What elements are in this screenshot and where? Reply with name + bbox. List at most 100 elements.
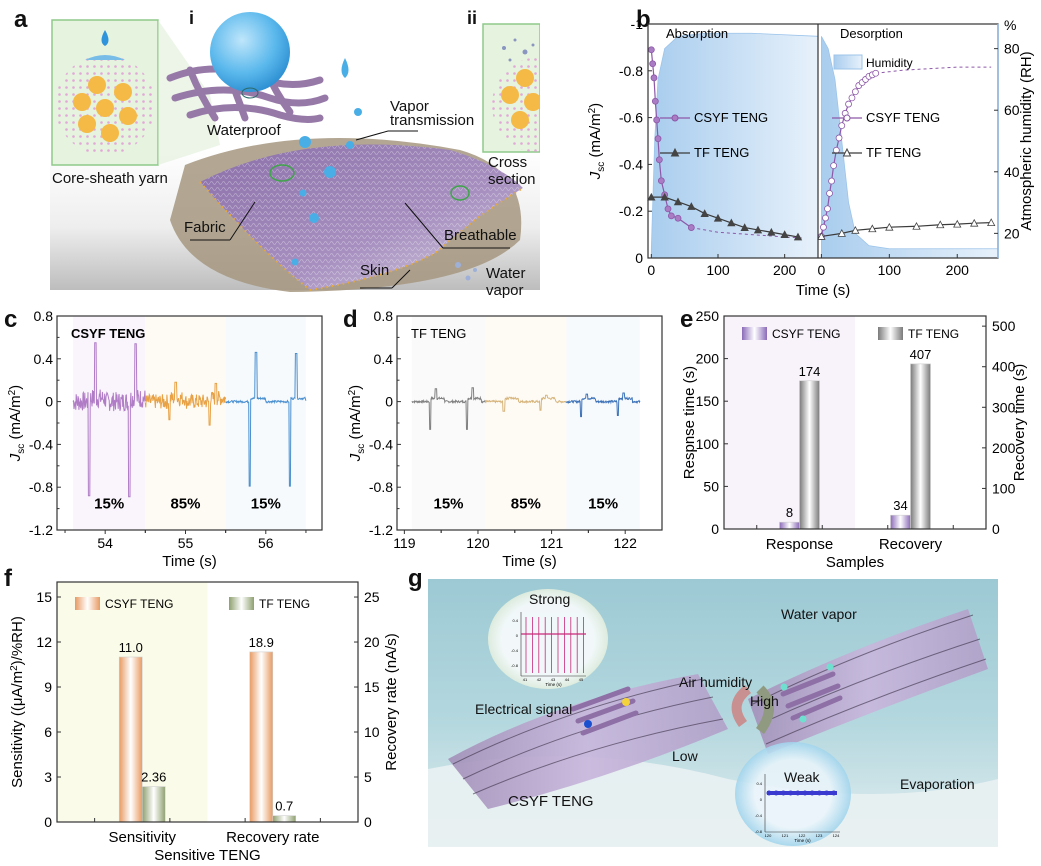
data-point (767, 227, 776, 236)
legend-humidity-swatch (833, 54, 863, 70)
y-right-tick-label: 15 (364, 679, 380, 695)
y-right-tick-label: 80 (1004, 41, 1020, 57)
y-tick-label: 150 (696, 393, 720, 409)
y-axis-label-left: Respnse time (s) (681, 366, 698, 479)
y-axis-label: Jsc (mA/m2) (7, 385, 27, 462)
y-right-tick-label: 200 (992, 440, 1016, 456)
legend-marker (843, 114, 851, 122)
y-tick-label: -0.4 (369, 436, 393, 452)
bar-tf-teng-response (799, 380, 820, 530)
label-cross-section: Cross section (488, 154, 536, 188)
y-axis-label-right: Recovery time (s) (1011, 364, 1028, 482)
data-point (674, 214, 682, 222)
y-axis-label-left: Sensitivity ((μA/m2)/%RH) (9, 616, 26, 788)
data-point (687, 202, 696, 210)
panel-a-letter: a (14, 6, 28, 33)
data-point (970, 218, 979, 227)
legend-label: TF TENG (866, 145, 921, 160)
legend-label: TF TENG (694, 145, 749, 160)
segment-bg (145, 316, 226, 530)
sub-label-i: i (189, 8, 195, 28)
data-point (824, 205, 831, 213)
legend-marker (671, 114, 679, 122)
y-axis-label-left: Jsc (mA/m2) (587, 103, 607, 180)
inset-xtick: 124 (833, 833, 840, 838)
data-point (822, 214, 829, 222)
y-axis-label: Jsc (mA/m2) (347, 385, 367, 462)
y-tick-label: 0 (635, 250, 643, 266)
x-tick-label: 100 (878, 262, 902, 278)
label-air-humidity: Air humidity (679, 674, 753, 690)
y-tick-label: 3 (44, 769, 52, 785)
data-point (793, 232, 803, 241)
legend-label: TF TENG (259, 597, 310, 611)
water-droplet-ball (210, 12, 290, 92)
y-right-tick-label: 20 (364, 634, 380, 650)
y-tick-label: 6 (44, 724, 52, 740)
x-tick-label: 122 (614, 535, 638, 551)
inset-ytick: -0.4 (511, 648, 519, 653)
bar-csyf-teng-recovery-rate (249, 651, 274, 823)
y-tick-label: 0.8 (34, 308, 54, 324)
arrow-down-icon (755, 685, 774, 734)
legend-marker (842, 147, 852, 157)
y-tick-label: 9 (44, 679, 52, 695)
x-tick-label: 0 (647, 262, 655, 278)
data-point (912, 221, 921, 230)
y-right-tick-label: 20 (1004, 225, 1020, 241)
y-tick-label: -0.4 (29, 436, 53, 452)
data-point (654, 135, 662, 143)
inset-xtick: 121 (782, 833, 789, 838)
x-tick-label: 0 (817, 262, 825, 278)
y-tick-label: -0.6 (619, 110, 643, 126)
data-label: 174 (799, 364, 821, 379)
y-tick-label: 0 (385, 394, 393, 410)
plot-frame (723, 315, 987, 530)
inset-ytick: 0 (516, 633, 519, 638)
label-skin: Skin (360, 262, 390, 279)
y-tick-label: 0.8 (374, 308, 394, 324)
data-point (953, 219, 962, 228)
data-point (868, 224, 877, 233)
chart-title: TF TENG (411, 326, 466, 341)
fit-dashed-line (875, 66, 992, 74)
y-tick-label: -1.2 (29, 522, 53, 538)
humidity-label: 15% (588, 496, 618, 513)
panel-d-letter: d (343, 306, 358, 333)
y-right-tick-label: 10 (364, 724, 380, 740)
bg-left-half (724, 316, 855, 529)
data-label: 2.36 (141, 770, 166, 785)
humidity-label: 15% (434, 496, 464, 513)
y-tick-label: -1.2 (369, 522, 393, 538)
inset-weak-peak (773, 790, 779, 796)
bar-tf-teng-sensitivity (141, 786, 166, 823)
humidity-label: 15% (94, 496, 124, 513)
segment-bg (73, 316, 146, 530)
humidity-label: 15% (251, 496, 281, 513)
data-point (667, 212, 675, 220)
inset-xtick: 45 (579, 677, 584, 682)
humidity-label: 85% (511, 496, 541, 513)
legend-swatch (75, 597, 100, 610)
signal-trace-3 (565, 392, 641, 418)
label-breathable: Breathable (444, 227, 517, 244)
data-point (660, 192, 669, 201)
inset-weak-peak (809, 790, 815, 796)
x-axis-label: Time (s) (796, 282, 850, 299)
x-tick-label: 56 (258, 535, 274, 551)
panel-e-letter: e (680, 306, 694, 333)
bar-csyf-teng-recovery (890, 514, 911, 530)
y-axis-label-right: Recovery rate (nA/s) (383, 633, 400, 771)
inset-weak-peak (766, 790, 772, 796)
data-point (826, 189, 833, 197)
x-axis-label: Time (s) (502, 553, 556, 570)
x-tick-label: 120 (466, 535, 490, 551)
signal-trace-2 (484, 394, 567, 412)
inset-weak-peak (802, 790, 808, 796)
section-title-absorption: Absorption (666, 26, 728, 41)
panel-g-illustration: 0.4 0 -0.4 -0.8 41 42 43 44 45 Time (s) 0.4 0 -0.4 -… (428, 579, 998, 847)
y-tick-label: 0.4 (374, 351, 394, 367)
